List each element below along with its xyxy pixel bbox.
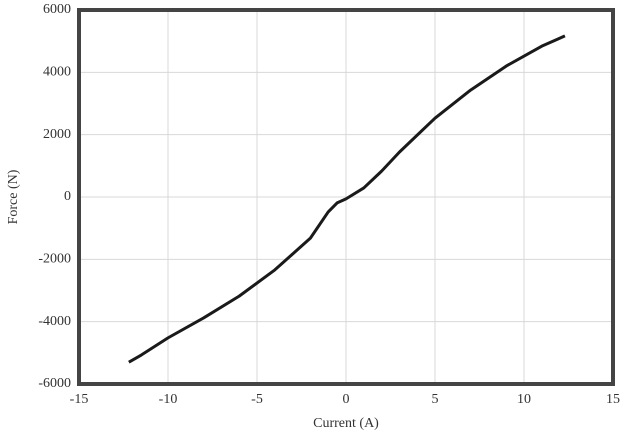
y-tick-label: 6000: [43, 2, 71, 17]
y-axis-label: Force (N): [6, 169, 21, 224]
x-tick-label: 5: [432, 392, 439, 407]
y-tick-label: 2000: [43, 127, 71, 142]
x-tick-label: 0: [343, 392, 350, 407]
x-tick-label: 10: [517, 392, 531, 407]
y-tick-label: -6000: [38, 376, 71, 391]
y-tick-label: -2000: [38, 252, 71, 267]
y-tick-label: 4000: [43, 65, 71, 80]
plot-border: [77, 8, 615, 386]
x-tick-label: 15: [606, 392, 620, 407]
x-tick-label: -10: [159, 392, 178, 407]
x-tick-label: -5: [251, 392, 263, 407]
y-tick-label: -4000: [38, 314, 71, 329]
data-line: [128, 34, 566, 364]
x-axis-label: Current (A): [313, 416, 379, 431]
x-tick-label: -15: [70, 392, 89, 407]
y-tick-label: 0: [64, 189, 71, 204]
